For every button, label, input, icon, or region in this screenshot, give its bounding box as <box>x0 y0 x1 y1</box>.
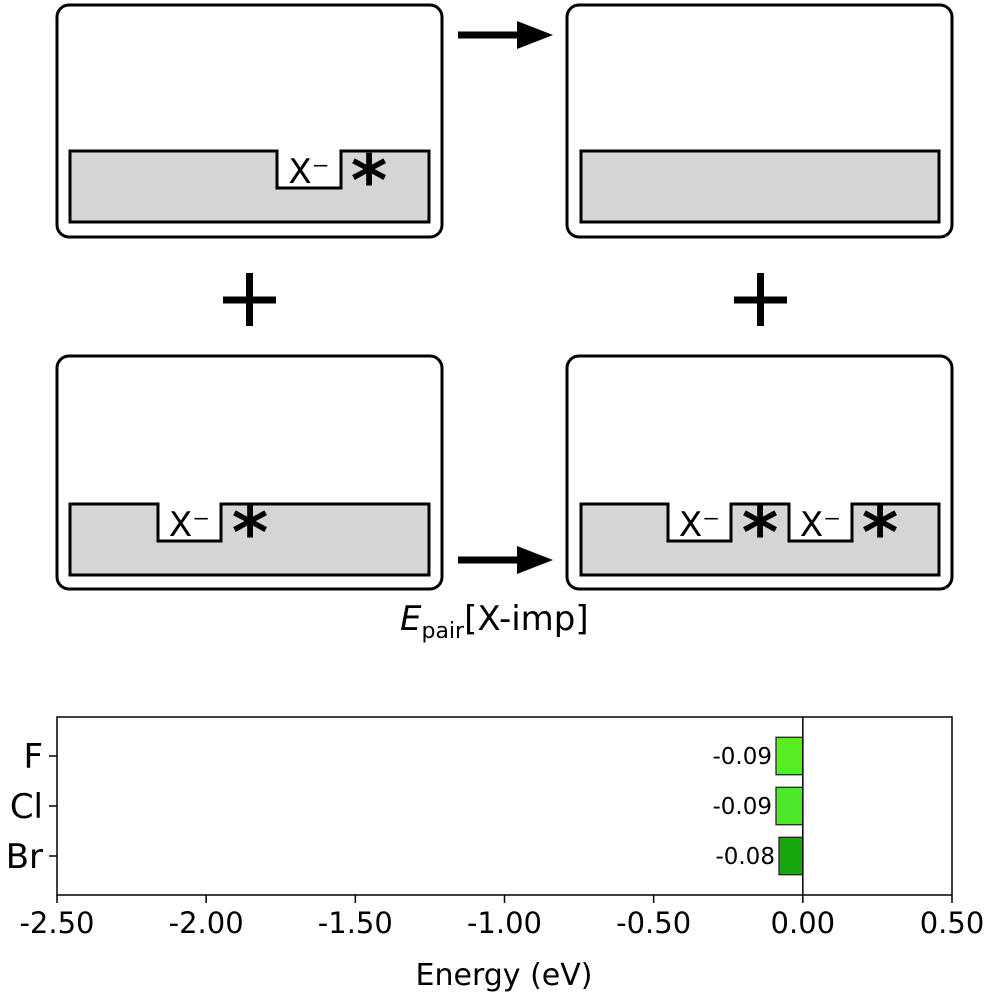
panel-top-left: X⁻ * <box>55 3 444 239</box>
bar-value-label: -0.09 <box>712 744 772 770</box>
x-tick-label: -1.50 <box>318 906 393 940</box>
panel-bottom-right: X⁻ * X⁻ * <box>565 354 954 591</box>
slab-with-vacancy <box>68 149 431 224</box>
arrow-head <box>517 21 553 49</box>
x-axis-ticks: -2.50 -2.00 -1.50 -1.00 -0.50 0.00 0.50 <box>19 895 984 940</box>
arrow-head <box>517 546 553 574</box>
impurity-star: * <box>232 492 269 574</box>
plot-frame <box>56 716 953 896</box>
ion-label: X⁻ <box>169 505 210 545</box>
category-label: F <box>23 737 43 777</box>
ion-label-2: X⁻ <box>800 505 841 545</box>
panel-top-right <box>565 3 954 239</box>
slab-with-vacancy <box>68 502 431 577</box>
plus-left <box>223 273 276 326</box>
bar <box>775 736 804 776</box>
x-tick-label: 0.50 <box>920 906 985 940</box>
plus-right <box>734 273 787 326</box>
bar-value-label: -0.09 <box>712 794 772 820</box>
category-axis: F Cl Br <box>6 737 57 877</box>
pair-energy-formula: Epair[X-imp] <box>400 599 589 644</box>
bar <box>778 836 804 876</box>
formula-symbol: E <box>400 599 422 639</box>
bar-value-label: -0.08 <box>715 844 775 870</box>
pristine-slab <box>579 149 941 224</box>
pair-energy-bar-chart: -2.50 -2.00 -1.50 -1.00 -0.50 0.00 0.50 FClBr … <box>6 716 984 993</box>
ion-label: X⁻ <box>288 152 329 192</box>
panel-bottom-left: X⁻ * <box>55 354 444 591</box>
ion-label-1: X⁻ <box>679 505 720 545</box>
slab-with-two-vacancies <box>579 502 941 577</box>
impurity-star-1: * <box>742 492 779 574</box>
x-tick-label: -1.00 <box>467 906 542 940</box>
x-tick-label: 0.00 <box>771 906 836 940</box>
formula-subscript: pair <box>421 619 465 644</box>
category-label: Br <box>6 837 43 877</box>
impurity-star: * <box>351 140 388 222</box>
x-tick-label: -2.50 <box>19 906 94 940</box>
arrow-right-bottom <box>458 546 553 574</box>
category-label: Cl <box>10 787 43 827</box>
formula-argument: [X-imp] <box>464 599 589 639</box>
impurity-star-2: * <box>862 492 899 574</box>
x-tick-label: -2.00 <box>169 906 244 940</box>
bar <box>775 786 804 826</box>
x-axis-label: Energy (eV) <box>416 958 593 993</box>
x-tick-label: -0.50 <box>616 906 691 940</box>
bars: -0.09 -0.09 -0.08 <box>712 736 804 876</box>
arrow-right-top <box>458 21 553 49</box>
